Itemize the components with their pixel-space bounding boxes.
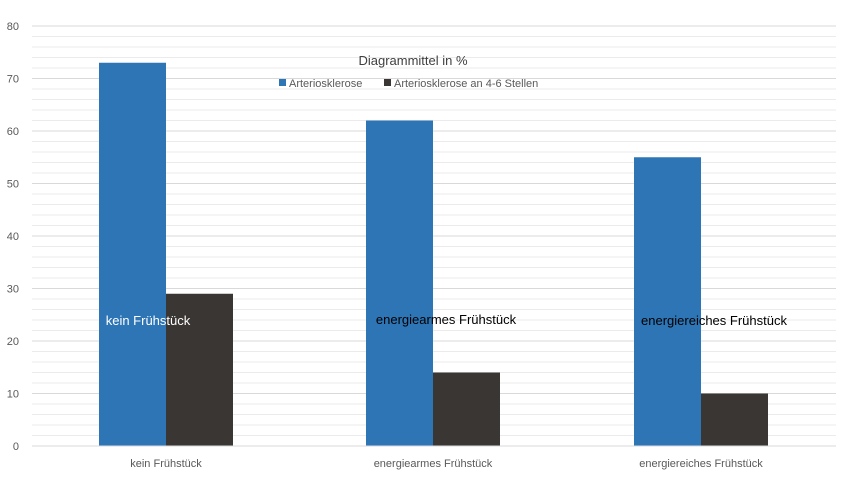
annotations: kein Frühstück energiearmes Frühstück ener… (106, 312, 788, 328)
y-tick-label: 0 (13, 441, 19, 453)
bar-arteriosklerose (366, 120, 433, 446)
chart-title: Diagrammittel in % (358, 53, 468, 68)
x-tick-label: energiereiches Frühstück (639, 458, 763, 470)
bar-arteriosklerose (634, 157, 701, 446)
y-tick-label: 50 (7, 179, 19, 191)
x-axis-ticks: kein Frühstück energiearmes Frühstück ener… (130, 458, 763, 470)
y-tick-label: 30 (7, 284, 19, 296)
legend-swatch (279, 79, 286, 86)
y-axis-ticks: 0 10 20 30 40 50 60 70 80 (7, 21, 19, 453)
legend: Arteriosklerose Arteriosklerose an 4-6 St… (279, 78, 538, 90)
bar-arteriosklerose-4-6-stellen (701, 393, 768, 446)
bars (99, 62, 768, 446)
y-tick-label: 40 (7, 231, 19, 243)
x-tick-label: kein Frühstück (130, 458, 202, 470)
y-tick-label: 20 (7, 336, 19, 348)
bar-arteriosklerose (99, 62, 166, 446)
bar-arteriosklerose-4-6-stellen (433, 372, 500, 446)
legend-label: Arteriosklerose an 4-6 Stellen (394, 78, 538, 90)
legend-swatch (384, 79, 391, 86)
y-tick-label: 60 (7, 126, 19, 138)
legend-label: Arteriosklerose (289, 78, 362, 90)
bar-annotation: energiearmes Frühstück (376, 312, 517, 327)
y-tick-label: 70 (7, 74, 19, 86)
y-tick-label: 80 (7, 21, 19, 33)
bar-annotation: energiereiches Frühstück (641, 313, 787, 328)
x-tick-label: energiearmes Frühstück (374, 458, 493, 470)
bar-annotation: kein Frühstück (106, 313, 191, 328)
y-tick-label: 10 (7, 389, 19, 401)
bar-arteriosklerose-4-6-stellen (166, 293, 233, 446)
